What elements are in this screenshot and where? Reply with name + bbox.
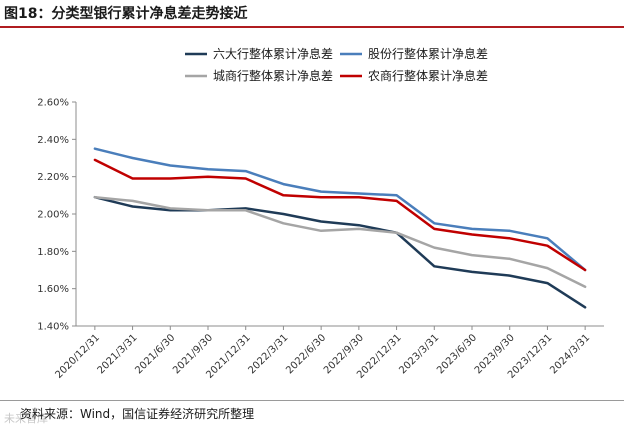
y-axis: 1.40% 1.60% 1.80% 2.00% 2.20% 2.40% 2.60%: [37, 98, 77, 333]
y-tick-label: 1.40%: [37, 322, 69, 333]
legend-label-4: 农商行整体累计净息差: [368, 68, 488, 83]
x-tick-label: 2023/6/30: [435, 332, 479, 376]
x-axis: 2020/12/312021/3/312021/6/302021/9/30202…: [53, 325, 604, 381]
legend-label-2: 股份行整体累计净息差: [368, 46, 488, 61]
x-tick-label: 2022/3/31: [247, 332, 291, 376]
y-tick-label: 1.80%: [37, 247, 69, 258]
x-tick-label: 2021/3/31: [96, 332, 140, 376]
x-tick-label: 2024/3/31: [548, 332, 592, 376]
title-rule: [0, 26, 624, 28]
x-tick-label: 2020/12/31: [53, 332, 102, 381]
legend-label-3: 城商行整体累计净息差: [213, 68, 333, 83]
y-tick-label: 1.60%: [37, 284, 69, 295]
chart-title: 图18：分类型银行累计净息差走势接近: [4, 6, 248, 22]
x-tick-label: 2021/6/30: [133, 332, 177, 376]
series-line-4: [93, 158, 587, 272]
y-tick-label: 2.40%: [37, 135, 69, 146]
footer-rule: [0, 400, 624, 401]
watermark: 未来智库: [4, 412, 48, 425]
series-line-1: [93, 195, 587, 309]
source-note: 资料来源：Wind，国信证券经济研究所整理: [20, 407, 255, 421]
y-tick-label: 2.00%: [37, 210, 69, 221]
series-line-2: [93, 147, 587, 272]
legend-label-1: 六大行整体累计净息差: [213, 46, 333, 61]
x-tick-label: 2022/6/30: [284, 332, 328, 376]
series-line-3: [93, 195, 587, 289]
series-lines: [93, 147, 587, 309]
y-tick-label: 2.60%: [37, 98, 69, 109]
y-tick-label: 2.20%: [37, 172, 69, 183]
x-tick-label: 2023/3/31: [397, 332, 441, 376]
